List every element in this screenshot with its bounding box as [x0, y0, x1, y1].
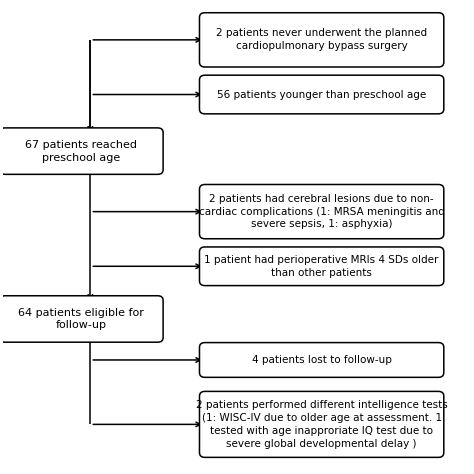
FancyBboxPatch shape	[200, 184, 444, 239]
Text: 2 patients never underwent the planned
cardiopulmonary bypass surgery: 2 patients never underwent the planned c…	[216, 28, 427, 51]
FancyBboxPatch shape	[0, 296, 163, 342]
Text: 64 patients eligible for
follow-up: 64 patients eligible for follow-up	[18, 308, 144, 330]
Text: 56 patients younger than preschool age: 56 patients younger than preschool age	[217, 90, 426, 100]
Text: 4 patients lost to follow-up: 4 patients lost to follow-up	[252, 355, 392, 365]
Text: 67 patients reached
preschool age: 67 patients reached preschool age	[26, 140, 137, 163]
FancyBboxPatch shape	[200, 392, 444, 457]
FancyBboxPatch shape	[200, 13, 444, 67]
FancyBboxPatch shape	[0, 128, 163, 174]
FancyBboxPatch shape	[200, 75, 444, 114]
FancyBboxPatch shape	[200, 343, 444, 377]
FancyBboxPatch shape	[200, 247, 444, 286]
Text: 2 patients performed different intelligence tests
(1: WISC-IV due to older age a: 2 patients performed different intellige…	[196, 400, 447, 448]
Text: 2 patients had cerebral lesions due to non-
cardiac complications (1: MRSA menin: 2 patients had cerebral lesions due to n…	[199, 194, 445, 229]
Text: 1 patient had perioperative MRIs 4 SDs older
than other patients: 1 patient had perioperative MRIs 4 SDs o…	[204, 255, 439, 278]
